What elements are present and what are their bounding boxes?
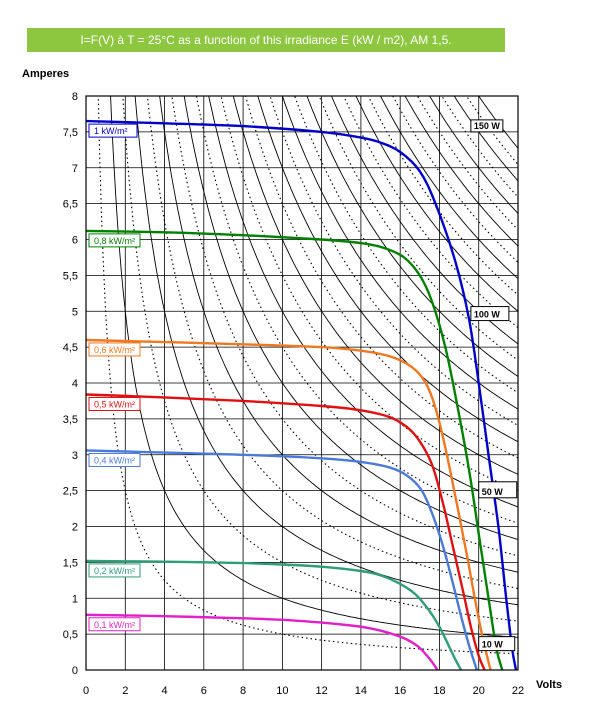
solid-power-curve xyxy=(306,96,518,377)
power-label: 150 W xyxy=(474,121,501,131)
y-tick-label: 1 xyxy=(72,593,78,605)
dotted-power-curve xyxy=(441,96,518,198)
solid-power-curve xyxy=(183,96,518,540)
y-tick-label: 3,5 xyxy=(63,414,78,426)
x-tick-label: 2 xyxy=(122,685,128,697)
power-label-box xyxy=(470,119,504,133)
chart-title: I=F(V) à T = 25°C as a function of this … xyxy=(27,28,505,52)
dotted-power-curve xyxy=(245,96,518,459)
series-line xyxy=(86,393,486,670)
legend-box xyxy=(88,233,141,248)
solid-power-curve xyxy=(429,96,518,214)
y-tick-label: 3 xyxy=(72,450,78,462)
dotted-power-curve xyxy=(343,96,518,329)
dotted-power-curves xyxy=(97,96,518,655)
solid-power-curve xyxy=(208,96,518,508)
dotted-power-curve xyxy=(367,96,518,296)
x-tick-label: 4 xyxy=(161,685,167,697)
solid-power-curve xyxy=(281,96,518,410)
tick-labels: 0 2 4 6 8 10 12 14 16 18 20 22 0 0,5 1 1,5 2 2,5 3 3,5 4 4,5 5… xyxy=(63,91,524,697)
y-tick-label: 6 xyxy=(72,235,78,247)
solid-power-curve xyxy=(232,96,518,475)
legend-label: 0,5 kW/m² xyxy=(94,399,135,409)
series-line xyxy=(86,559,463,670)
y-tick-label: 2 xyxy=(72,522,78,534)
legend-box xyxy=(88,396,141,411)
x-tick-label: 10 xyxy=(276,685,288,697)
legend-label: 0,6 kW/m² xyxy=(94,345,135,355)
y-tick-label: 7 xyxy=(72,163,78,175)
legend-label: 0,8 kW/m² xyxy=(94,236,135,246)
power-label-box xyxy=(478,481,518,499)
series-line xyxy=(86,449,478,670)
y-tick-label: 8 xyxy=(72,91,78,103)
x-tick-label: 12 xyxy=(316,685,328,697)
power-labels: 150 W 100 W 50 W 10 W xyxy=(470,119,518,652)
y-tick-label: 4 xyxy=(72,378,78,390)
dotted-power-curve xyxy=(294,96,518,394)
series-line xyxy=(86,119,518,670)
y-tick-label: 5,5 xyxy=(63,270,78,282)
legend-label: 1 kW/m² xyxy=(94,126,128,136)
power-label: 10 W xyxy=(482,640,504,650)
x-tick-label: 18 xyxy=(433,685,445,697)
y-tick-label: 4,5 xyxy=(63,342,78,354)
plot-frame xyxy=(85,95,519,671)
solid-power-curve xyxy=(478,96,518,149)
dotted-power-curve xyxy=(122,96,518,622)
legend-box xyxy=(88,617,141,632)
legend-label: 0,2 kW/m² xyxy=(94,566,135,576)
y-tick-label: 7,5 xyxy=(63,127,78,139)
dotted-power-curve xyxy=(220,96,518,492)
x-tick-label: 20 xyxy=(473,685,485,697)
legend-label: 0,4 kW/m² xyxy=(94,455,135,465)
solid-power-curve xyxy=(404,96,518,247)
x-axis-label: Volts xyxy=(536,679,562,691)
y-tick-label: 0,5 xyxy=(63,629,78,641)
dotted-power-curve xyxy=(465,96,518,165)
dotted-power-curve xyxy=(146,96,518,590)
series-line xyxy=(86,338,492,670)
series-line xyxy=(86,229,504,670)
x-tick-label: 16 xyxy=(394,685,406,697)
dotted-power-curve xyxy=(392,96,518,263)
solid-power-curve xyxy=(110,96,518,638)
legend-box xyxy=(88,563,141,578)
x-tick-label: 8 xyxy=(240,685,246,697)
x-tick-label: 6 xyxy=(201,685,207,697)
solid-power-curve xyxy=(379,96,518,279)
y-axis-label: Amperes xyxy=(22,68,69,80)
x-tick-label: 14 xyxy=(355,685,367,697)
power-label-box xyxy=(478,636,516,652)
iv-curves xyxy=(86,119,518,670)
legend-box xyxy=(88,123,138,138)
y-tick-label: 5 xyxy=(72,306,78,318)
x-tick-label: 0 xyxy=(83,685,89,697)
dotted-power-curve xyxy=(318,96,518,361)
legend-box xyxy=(88,452,141,467)
power-label: 100 W xyxy=(474,310,501,320)
y-tick-label: 1,5 xyxy=(63,557,78,569)
series-line xyxy=(86,613,439,670)
power-label-box xyxy=(470,306,510,322)
y-tick-label: 6,5 xyxy=(63,199,78,211)
y-tick-label: 2,5 xyxy=(63,486,78,498)
legend-box xyxy=(88,342,141,357)
y-tick-label: 0 xyxy=(72,665,78,677)
legend-label: 0,1 kW/m² xyxy=(94,620,135,630)
legend: 1 kW/m² 0,8 kW/m² 0,6 kW/m² 0,5 kW/m² 0,4 kW… xyxy=(88,123,141,632)
solid-power-curve xyxy=(134,96,518,606)
solid-power-curve xyxy=(257,96,518,443)
dotted-power-curve xyxy=(195,96,518,524)
x-tick-label: 22 xyxy=(512,685,524,697)
solid-power-curves xyxy=(110,96,518,638)
solid-power-curve xyxy=(355,96,518,312)
power-label: 50 W xyxy=(482,487,504,497)
